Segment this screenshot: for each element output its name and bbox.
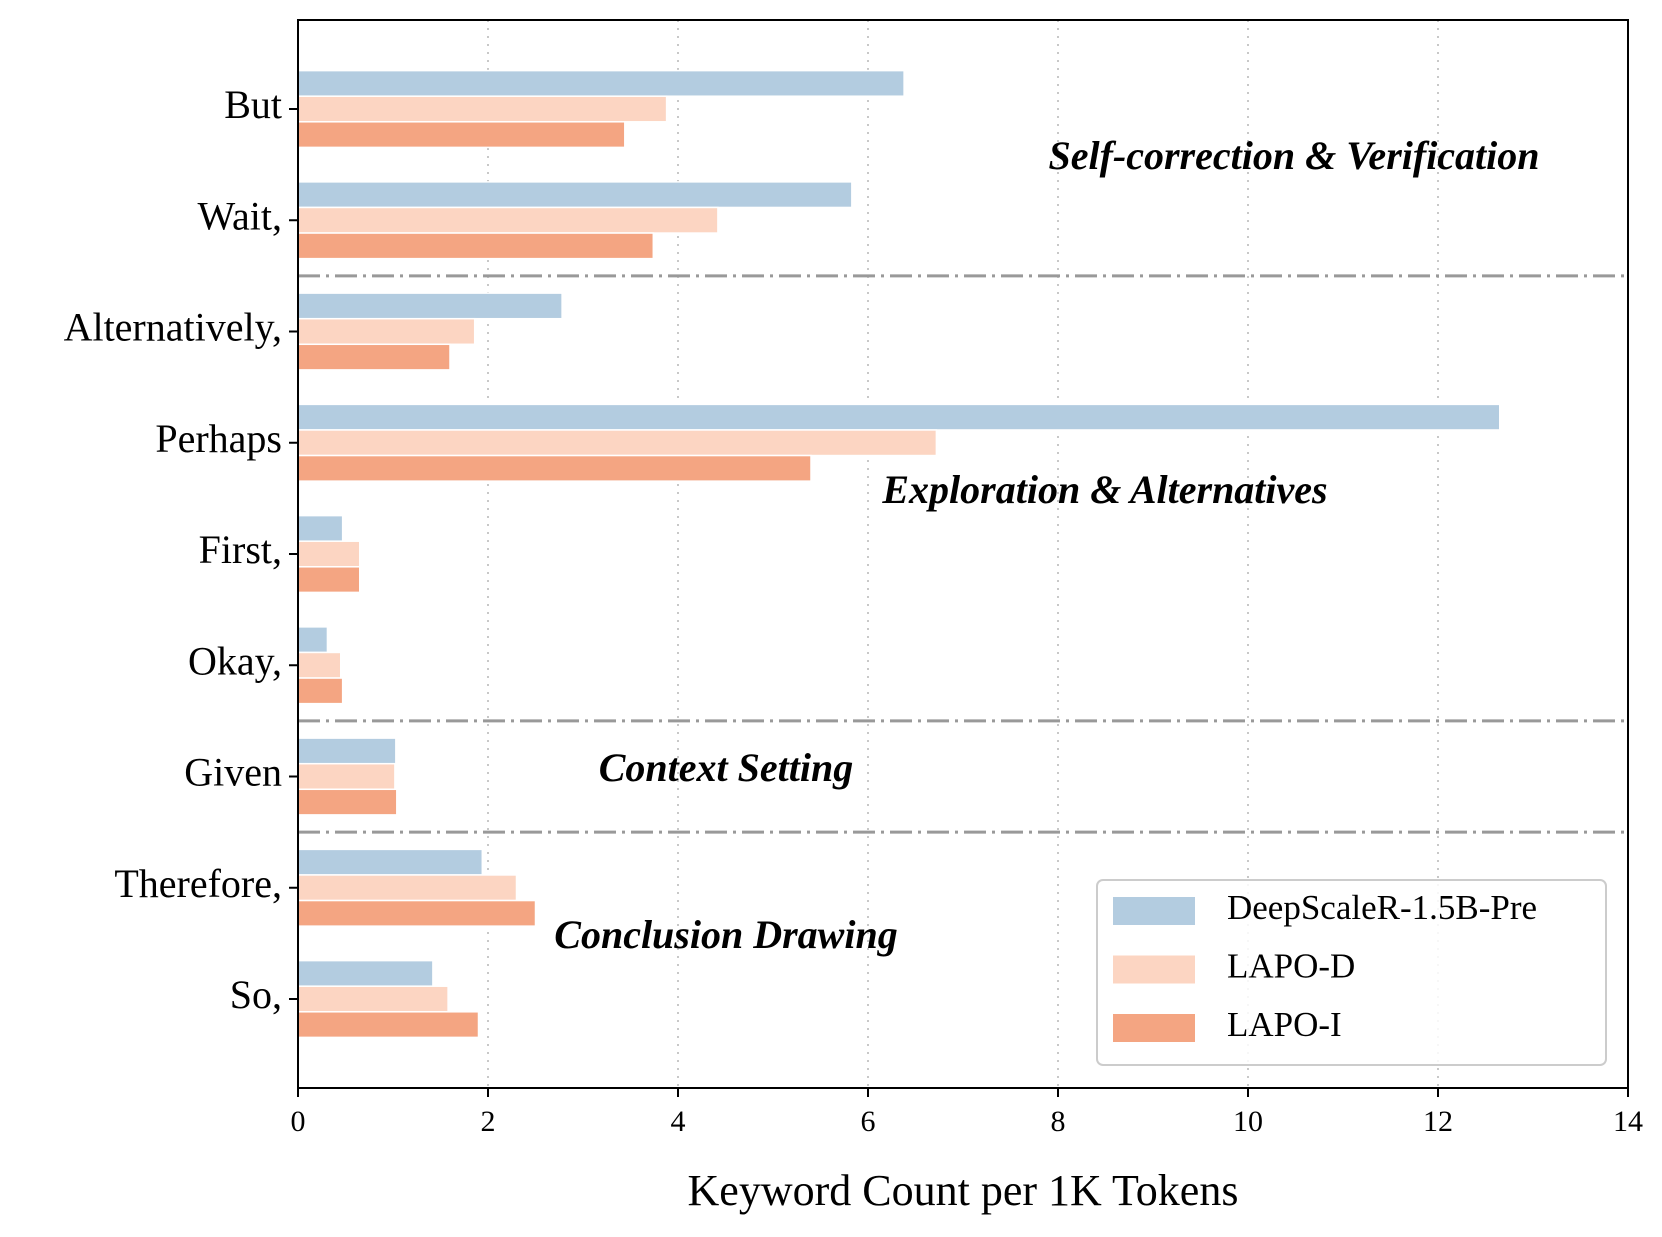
annotation: Context Setting: [599, 745, 854, 790]
bar: [297, 206, 719, 234]
bar: [297, 899, 537, 927]
bar: [297, 540, 361, 568]
bar: [297, 69, 905, 97]
bar: [297, 514, 344, 542]
y-tick-label: So,: [230, 972, 282, 1017]
bar: [297, 317, 476, 346]
y-tick-label: Perhaps: [155, 416, 282, 461]
annotation: Conclusion Drawing: [554, 912, 897, 957]
bar: [297, 566, 361, 594]
y-tick-label: Alternatively,: [64, 305, 282, 350]
x-tick-label: 10: [1233, 1105, 1263, 1138]
x-tick-label: 14: [1613, 1105, 1643, 1138]
bar: [297, 959, 434, 987]
bar: [297, 677, 344, 705]
bar: [297, 1011, 480, 1039]
x-tick-label: 2: [481, 1105, 496, 1138]
bar: [297, 985, 449, 1013]
annotation: Exploration & Alternatives: [881, 467, 1327, 512]
bar: [297, 454, 812, 482]
bar: [297, 181, 853, 209]
x-tick-label: 0: [291, 1105, 306, 1138]
legend-label: LAPO-D: [1227, 947, 1355, 986]
legend-swatch: [1113, 1014, 1195, 1042]
plot-frame: [297, 19, 1629, 1089]
bar: [297, 429, 938, 457]
bar: [297, 292, 563, 320]
x-tick-label: 4: [671, 1105, 686, 1138]
bar: [297, 95, 668, 123]
x-tick-label: 12: [1423, 1105, 1453, 1138]
legend-swatch: [1113, 955, 1195, 984]
bar: [297, 403, 1501, 431]
legend-swatch: [1113, 897, 1195, 925]
y-tick-label: First,: [199, 527, 282, 572]
x-axis-label: Keyword Count per 1K Tokens: [688, 1166, 1239, 1215]
y-tick-label: Okay,: [188, 638, 282, 683]
bar: [297, 343, 451, 371]
legend-label: LAPO-I: [1227, 1005, 1342, 1044]
bar: [297, 737, 397, 765]
y-tick-label: Given: [184, 750, 282, 795]
bar: [297, 874, 518, 902]
bar: [297, 232, 655, 260]
annotation: Self-correction & Verification: [1048, 133, 1539, 178]
y-tick-label: But: [224, 82, 282, 127]
x-tick-label: 8: [1051, 1105, 1066, 1138]
y-tick-label: Wait,: [197, 193, 282, 238]
y-tick-label: Therefore,: [114, 861, 282, 906]
bar: [297, 121, 626, 149]
legend-label: DeepScaleR-1.5B-Pre: [1227, 888, 1537, 927]
bar: [297, 788, 398, 816]
legend-box: [1096, 879, 1607, 1066]
bar: [297, 762, 396, 791]
bar: [297, 651, 342, 679]
x-tick-label: 6: [861, 1105, 876, 1138]
bar: [297, 848, 484, 876]
bar: [297, 626, 329, 654]
